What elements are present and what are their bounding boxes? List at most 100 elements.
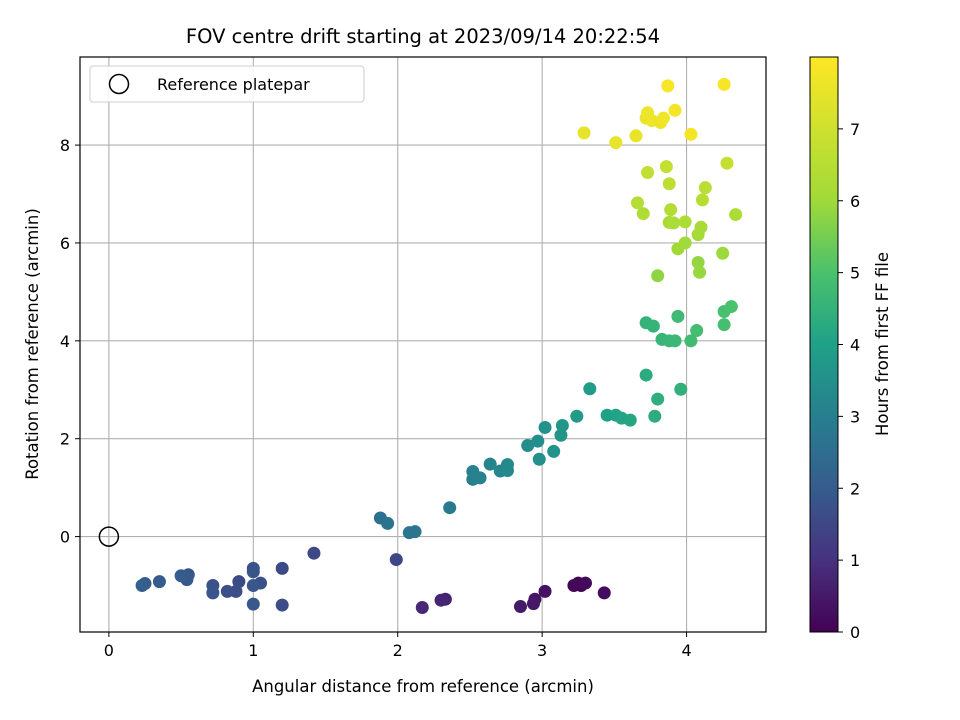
data-point (671, 309, 685, 323)
data-point (641, 165, 655, 179)
colorbar-tick-label: 3 (850, 407, 860, 426)
x-tick-label: 2 (393, 641, 403, 660)
data-point (232, 575, 246, 589)
data-point (513, 600, 527, 614)
data-point (630, 196, 644, 210)
data-point (668, 334, 682, 348)
data-point (646, 319, 660, 333)
data-points (135, 77, 743, 615)
data-point (639, 368, 653, 382)
data-point (381, 516, 395, 530)
data-point (698, 181, 712, 195)
y-tick-label: 2 (60, 430, 70, 449)
data-point (609, 136, 623, 150)
data-point (693, 265, 707, 279)
data-point (636, 207, 650, 221)
data-point (152, 575, 166, 589)
data-point (408, 525, 422, 539)
data-point (443, 501, 457, 515)
data-point (716, 246, 730, 260)
data-point (648, 409, 662, 423)
data-point (206, 586, 220, 600)
data-point (717, 318, 731, 332)
data-point (500, 458, 514, 472)
data-point (695, 193, 709, 207)
colorbar-ticks: 0 1 2 3 4 5 6 7 (838, 120, 860, 642)
reference-point-icon (98, 526, 120, 547)
data-point (531, 434, 545, 448)
x-tick-label: 4 (681, 641, 691, 660)
y-tick-label: 0 (60, 528, 70, 547)
data-point (547, 444, 561, 458)
data-point (678, 215, 692, 229)
data-point (662, 177, 676, 191)
data-point (659, 160, 673, 174)
data-point (538, 584, 552, 598)
data-point (275, 598, 289, 612)
y-axis-label: Rotation from reference (arcmin) (23, 208, 42, 480)
data-point (717, 77, 731, 91)
colorbar-tick-label: 5 (850, 264, 860, 283)
data-point (538, 420, 552, 434)
data-point (694, 220, 708, 234)
y-axis-ticks: 0 2 4 6 8 (60, 136, 80, 547)
data-point (690, 324, 704, 338)
legend-marker-icon (108, 73, 130, 95)
data-point (691, 256, 705, 270)
data-point (570, 409, 584, 423)
data-point (651, 269, 665, 283)
data-point (583, 382, 597, 396)
data-point (389, 553, 403, 567)
data-point (668, 103, 682, 117)
data-point (729, 208, 743, 222)
data-point (415, 601, 429, 615)
data-point (578, 576, 592, 590)
data-point (473, 471, 487, 485)
legend: Reference platepar (89, 65, 365, 103)
data-point (724, 300, 738, 314)
y-tick-label: 8 (60, 136, 70, 155)
data-point (526, 597, 540, 611)
data-point (307, 546, 321, 560)
data-point (684, 334, 698, 348)
colorbar-tick-label: 0 (850, 623, 860, 642)
x-tick-label: 0 (104, 641, 114, 660)
colorbar-tick-label: 1 (850, 551, 860, 570)
y-tick-label: 4 (60, 332, 70, 351)
data-point (661, 79, 675, 93)
x-axis-ticks: 0 1 2 3 4 (104, 632, 692, 660)
data-point (532, 452, 546, 466)
colorbar-tick-label: 2 (850, 479, 860, 498)
data-point (656, 111, 670, 125)
colorbar-tick-label: 6 (850, 192, 860, 211)
data-point (483, 457, 497, 471)
data-point (555, 418, 569, 432)
data-point (720, 156, 734, 170)
colorbar-gradient (809, 56, 839, 633)
data-point (577, 126, 591, 140)
data-point (220, 584, 234, 598)
data-point (246, 565, 260, 579)
data-point (667, 216, 681, 230)
colorbar-label: Hours from first FF file (873, 252, 892, 436)
data-point (434, 593, 448, 607)
chart-title: FOV centre drift starting at 2023/09/14 … (186, 25, 660, 48)
data-point (684, 127, 698, 141)
data-point (597, 586, 611, 600)
colorbar: 0 1 2 3 4 5 6 7 Hours from first FF file (809, 56, 892, 642)
data-point (554, 428, 568, 442)
legend-box (89, 65, 365, 103)
data-point (678, 236, 692, 250)
colorbar-tick-label: 7 (850, 120, 860, 139)
data-point (246, 597, 260, 611)
data-point (174, 569, 188, 583)
data-point (135, 579, 149, 593)
colorbar-tick-label: 4 (850, 336, 860, 355)
data-point (629, 129, 643, 143)
data-point (674, 382, 688, 396)
legend-entry-label: Reference platepar (157, 75, 310, 94)
y-tick-label: 6 (60, 234, 70, 253)
data-point (246, 579, 260, 593)
plot-frame (79, 56, 767, 633)
